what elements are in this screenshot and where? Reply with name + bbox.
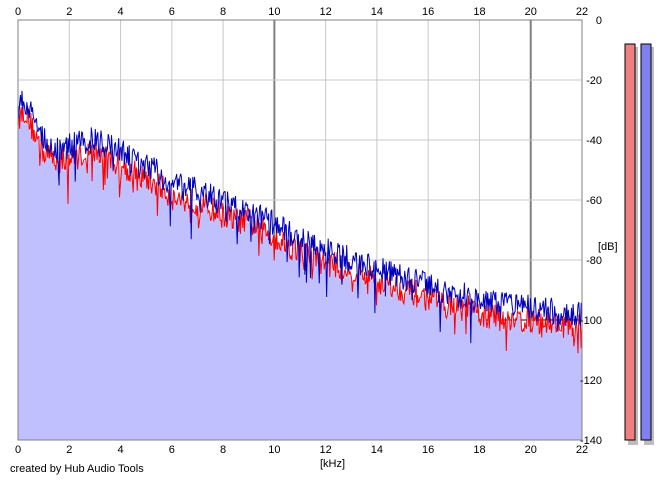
x-tick-labels-bottom: 0 2 4 6 8 10 12 14 16 18 20 22 (15, 444, 588, 456)
y-tick-label: -140 (580, 435, 602, 447)
plot-frame (17, 19, 583, 441)
level-meters (624, 43, 654, 445)
x-tick-label-top: 16 (422, 6, 434, 18)
y-tick-label: -120 (580, 375, 602, 387)
x-tick-label-top: 6 (169, 6, 175, 18)
series-blue-line (17, 90, 583, 344)
x-tick-label-bottom: 18 (473, 444, 485, 456)
spectrum-area-fill (18, 108, 582, 441)
x-tick-label-top: 22 (576, 6, 588, 18)
x-tick-label-bottom: 22 (576, 444, 588, 456)
y-tick-label: 0 (596, 15, 602, 27)
x-tick-label-top: 18 (473, 6, 485, 18)
x-tick-label-bottom: 20 (525, 444, 537, 456)
x-tick-label-top: 10 (268, 6, 280, 18)
x-tick-label-top: 8 (220, 6, 226, 18)
y-axis-label: [dB] (598, 241, 618, 253)
footer-credit: created by Hub Audio Tools (10, 463, 144, 475)
x-tick-label-bottom: 0 (15, 444, 21, 456)
x-tick-label-bottom: 4 (117, 444, 123, 456)
x-tick-label-bottom: 6 (169, 444, 175, 456)
x-tick-label-bottom: 2 (66, 444, 72, 456)
x-tick-labels-top: 0 2 4 6 8 10 12 14 16 18 20 22 (15, 6, 588, 18)
y-tick-label: -100 (580, 315, 602, 327)
level-meter-blue (640, 43, 652, 441)
x-tick-label-top: 12 (320, 6, 332, 18)
x-tick-label-bottom: 12 (320, 444, 332, 456)
y-tick-label: -60 (586, 195, 602, 207)
x-tick-label-top: 4 (117, 6, 123, 18)
x-tick-label-bottom: 16 (422, 444, 434, 456)
x-tick-label-top: 14 (371, 6, 383, 18)
y-tick-labels: 0 -20 -40 -60 -80 -100 -120 -140 (580, 15, 602, 447)
y-tick-label: -40 (586, 135, 602, 147)
y-tick-label: -20 (586, 75, 602, 87)
level-meter-red (624, 43, 636, 441)
x-tick-label-top: 20 (525, 6, 537, 18)
x-tick-label-top: 0 (15, 6, 21, 18)
y-tick-label: -80 (586, 255, 602, 267)
x-axis-label: [kHz] (320, 458, 346, 470)
x-tick-label-bottom: 10 (268, 444, 280, 456)
x-tick-label-top: 2 (66, 6, 72, 18)
x-tick-label-bottom: 14 (371, 444, 383, 456)
x-tick-label-bottom: 8 (220, 444, 226, 456)
